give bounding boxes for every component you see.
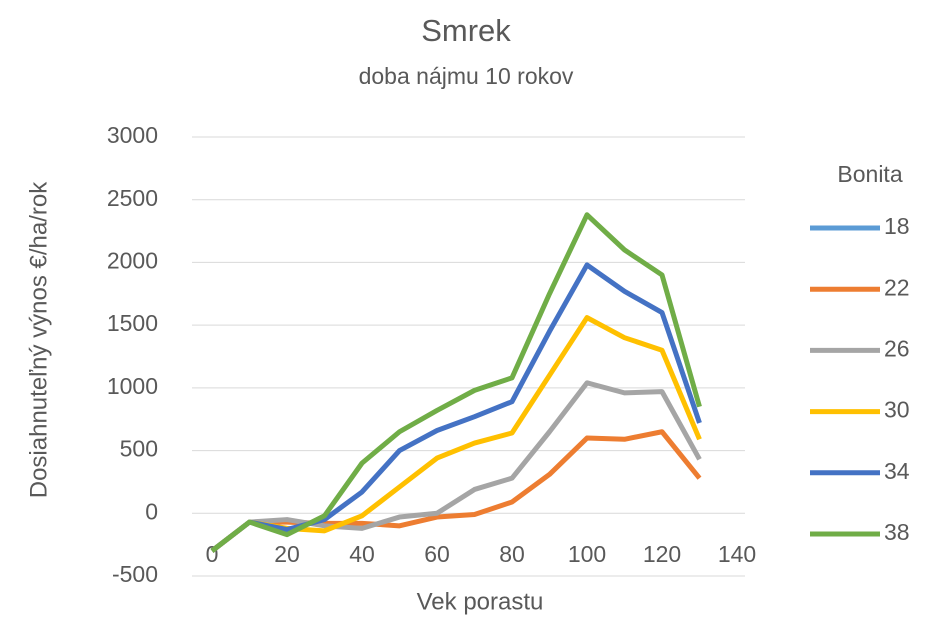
x-axis-label: Vek porastu: [417, 588, 544, 615]
y-tick-label: 2000: [107, 248, 158, 274]
y-tick-label: -500: [112, 561, 158, 587]
legend-title: Bonita: [837, 161, 902, 187]
chart-subtitle: doba nájmu 10 rokov: [359, 63, 574, 89]
series-line: [210, 380, 702, 553]
x-tick-label: 60: [424, 541, 450, 567]
legend-label: 26: [884, 335, 910, 361]
x-tick-label: 40: [349, 541, 375, 567]
legend-label: 30: [884, 397, 910, 423]
y-tick-label: 3000: [107, 122, 158, 148]
y-tick-label: 1500: [107, 310, 158, 336]
x-tick-label: 100: [568, 541, 606, 567]
legend-label: 38: [884, 519, 910, 545]
x-tick-label: 20: [274, 541, 300, 567]
legend-label: 22: [884, 274, 910, 300]
y-tick-label: 1000: [107, 373, 158, 399]
legend-label: 18: [884, 213, 910, 239]
series-line: [210, 262, 702, 553]
y-tick-label: 2500: [107, 185, 158, 211]
x-tick-label: 120: [643, 541, 681, 567]
y-tick-label: 500: [120, 436, 158, 462]
chart-title: Smrek: [421, 13, 511, 48]
legend-label: 34: [884, 458, 910, 484]
x-tick-label: 140: [718, 541, 756, 567]
y-tick-label: 0: [145, 498, 158, 524]
y-axis-label: Dosiahnuteľný výnos €/ha/rok: [25, 181, 52, 499]
x-tick-label: 80: [499, 541, 525, 567]
series-line: [210, 212, 702, 553]
